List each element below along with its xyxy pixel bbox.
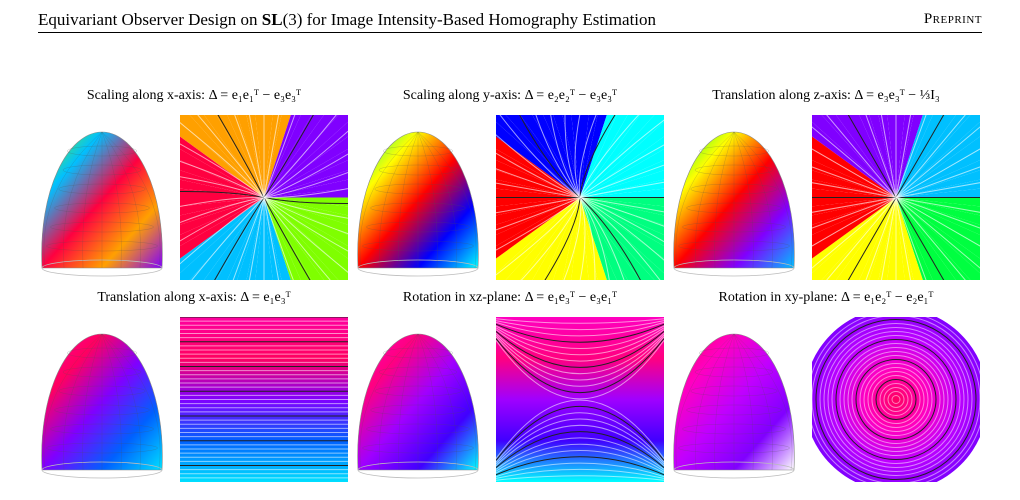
figure-panel: Scaling along x-axis: Δ = e₁e₁ᵀ − e₃e₃ᵀ (38, 88, 350, 280)
field-plot (496, 317, 664, 482)
field-plot (180, 317, 348, 482)
figure-panel: Scaling along y-axis: Δ = e₂e₂ᵀ − e₃e₃ᵀ (354, 88, 666, 280)
panel-caption: Scaling along y-axis: Δ = e₂e₂ᵀ − e₃e₃ᵀ (402, 88, 618, 103)
panel-graphics (41, 317, 348, 482)
panel-graphics (41, 115, 348, 280)
panel-caption: Scaling along x-axis: Δ = e₁e₁ᵀ − e₃e₃ᵀ (86, 88, 302, 103)
preprint-tag: Preprint (923, 11, 982, 27)
dome-surface (673, 131, 795, 277)
panel-graphics (673, 317, 980, 482)
dome-surface (41, 333, 163, 479)
dome-surface (357, 333, 479, 479)
panel-graphics (357, 317, 664, 482)
figure-panel: Rotation in xy-plane: Δ = e₁e₂ᵀ − e₂e₁ᵀ (670, 290, 982, 482)
figure-panel: Translation along x-axis: Δ = e₁e₃ᵀ (38, 290, 350, 482)
field-plot (180, 115, 348, 280)
field-plot (812, 115, 980, 280)
panel-caption: Rotation in xy-plane: Δ = e₁e₂ᵀ − e₂e₁ᵀ (718, 290, 934, 305)
paper-title: Equivariant Observer Design on SL(3) for… (38, 10, 657, 29)
panel-caption: Translation along x-axis: Δ = e₁e₃ᵀ (97, 290, 291, 305)
dome-surface (41, 131, 163, 277)
panel-graphics (673, 115, 980, 280)
figure-panel: Rotation in xz-plane: Δ = e₁e₃ᵀ − e₃e₁ᵀ (354, 290, 666, 482)
figure-panel: Translation along z-axis: Δ = e₃e₃ᵀ − ⅓I… (670, 88, 982, 280)
running-header: Equivariant Observer Design on SL(3) for… (38, 10, 982, 33)
field-plot (496, 115, 664, 280)
dome-surface (673, 333, 795, 479)
dome-surface (357, 131, 479, 277)
panel-caption: Rotation in xz-plane: Δ = e₁e₃ᵀ − e₃e₁ᵀ (402, 290, 618, 305)
panel-caption: Translation along z-axis: Δ = e₃e₃ᵀ − ⅓I… (712, 88, 940, 103)
field-plot (812, 317, 980, 482)
panel-graphics (357, 115, 664, 280)
